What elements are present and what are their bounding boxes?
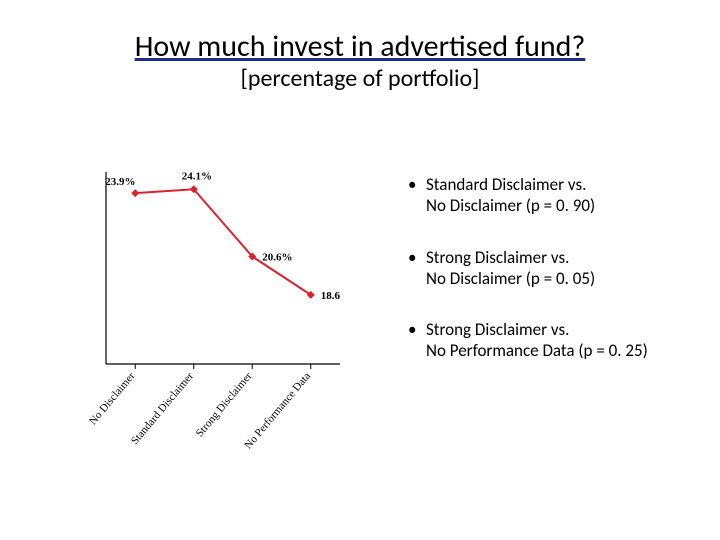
bullet-item: Strong Disclaimer vs. No Disclaimer (p =… bbox=[404, 247, 704, 290]
bullet-text-line1: Strong Disclaimer vs. bbox=[426, 319, 569, 340]
category-label: Strong Disclaimer bbox=[194, 370, 255, 440]
bullet-text-line2: No Performance Data (p = 0. 25) bbox=[426, 340, 648, 361]
bullet-text-line1: Strong Disclaimer vs. bbox=[426, 247, 569, 268]
value-label: 23.9% bbox=[105, 176, 135, 188]
bullet-text-line1: Standard Disclaimer vs. bbox=[426, 174, 586, 195]
value-label: 18.6% bbox=[321, 290, 340, 302]
category-label: Standard Disclaimer bbox=[129, 370, 196, 447]
bullet-text-line2: No Disclaimer (p = 0. 05) bbox=[426, 268, 595, 289]
value-label: 20.6% bbox=[262, 251, 292, 263]
category-label: No Disclaimer bbox=[87, 370, 138, 427]
slide-subtitle: [percentage of portfolio] bbox=[0, 64, 720, 93]
chart-marker bbox=[131, 189, 139, 197]
bullet-text-line2: No Disclaimer (p = 0. 90) bbox=[426, 195, 595, 216]
slide-title: How much invest in advertised fund? bbox=[0, 28, 720, 65]
invest-chart: 23.9% 24.1% 20.6% 18.6% No DisclaimerStandar… bbox=[80, 172, 340, 452]
category-label: No Performance Data bbox=[242, 370, 313, 451]
chart-line bbox=[135, 189, 311, 295]
bullet-item: Strong Disclaimer vs. No Performance Dat… bbox=[404, 319, 704, 362]
bullet-item: Standard Disclaimer vs. No Disclaimer (p… bbox=[404, 174, 704, 217]
value-label: 24.1% bbox=[182, 172, 212, 182]
bullet-list: Standard Disclaimer vs. No Disclaimer (p… bbox=[404, 174, 704, 392]
